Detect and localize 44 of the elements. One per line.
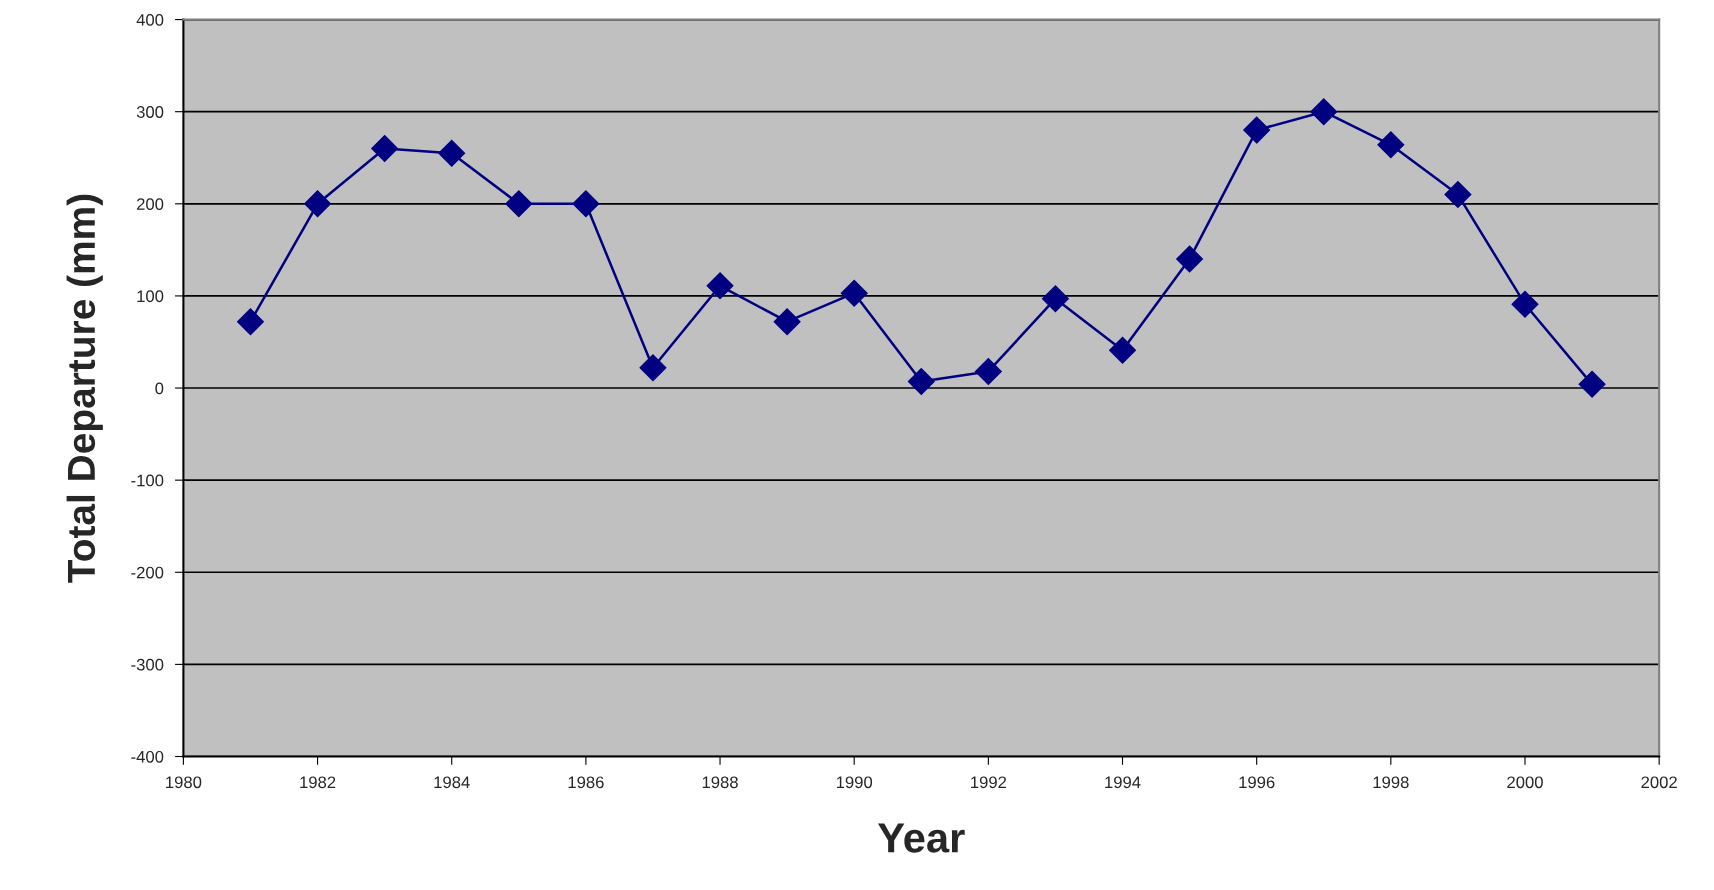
- y-tick-label: 300: [136, 106, 164, 118]
- y-tick-label: 0: [155, 382, 164, 395]
- x-tick-label: 1994: [1105, 776, 1141, 789]
- point: [1310, 98, 1338, 126]
- point: [1109, 336, 1136, 364]
- x-tick-label: 2000: [1507, 776, 1543, 789]
- point: [1511, 290, 1539, 318]
- point: [639, 354, 667, 382]
- x-tick-label: 1996: [1239, 776, 1275, 789]
- y-tick-label: 200: [136, 198, 164, 211]
- x-tick-label: 1982: [300, 776, 336, 789]
- point: [505, 190, 533, 218]
- x-tick-label: 1992: [971, 776, 1007, 789]
- point: [840, 279, 868, 307]
- point: [237, 308, 264, 336]
- point: [1444, 181, 1472, 209]
- point: [1243, 116, 1271, 144]
- point: [371, 135, 399, 163]
- y-axis-title: Total Departure (mm): [66, 194, 103, 583]
- y-tick-label: 100: [137, 290, 164, 303]
- x-tick-label: 1998: [1373, 776, 1409, 789]
- point: [1041, 285, 1069, 313]
- y-tick-label: -200: [131, 566, 164, 579]
- y-tick-label: -300: [131, 658, 164, 671]
- point: [1377, 131, 1405, 159]
- x-tick-label: 1986: [568, 776, 604, 789]
- point: [304, 190, 332, 218]
- y-tick-label: 400: [136, 13, 164, 26]
- point: [907, 368, 935, 396]
- x-tick-label: 1988: [702, 776, 738, 789]
- point: [572, 190, 600, 218]
- x-tick-label: 1990: [836, 776, 873, 789]
- point: [1176, 245, 1204, 273]
- point: [974, 357, 1002, 385]
- x-tick-label: 1984: [434, 776, 470, 789]
- point: [773, 308, 801, 336]
- x-tick-label: 1980: [166, 776, 202, 789]
- y-tick-label: -400: [131, 750, 164, 763]
- y-tick-label: -100: [131, 474, 164, 487]
- x-tick-label: 2002: [1641, 776, 1677, 789]
- point: [706, 272, 734, 300]
- point: [1578, 370, 1606, 398]
- x-axis-title: Year: [877, 823, 965, 853]
- point: [438, 139, 466, 167]
